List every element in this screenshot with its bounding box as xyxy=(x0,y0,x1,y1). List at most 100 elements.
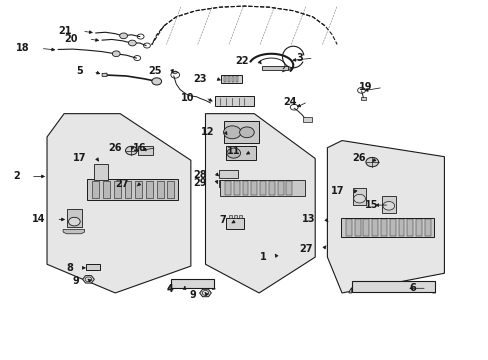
Text: 8: 8 xyxy=(66,263,73,273)
Bar xyxy=(221,75,241,83)
Circle shape xyxy=(68,217,80,226)
Bar xyxy=(171,279,214,288)
Bar xyxy=(268,181,274,195)
Bar xyxy=(415,220,421,236)
Text: 17: 17 xyxy=(330,186,344,197)
Text: 5: 5 xyxy=(76,66,82,76)
Text: 24: 24 xyxy=(283,97,297,107)
Circle shape xyxy=(239,127,254,138)
Text: 17: 17 xyxy=(72,153,86,163)
Bar xyxy=(407,220,412,236)
Polygon shape xyxy=(63,229,84,234)
Text: 19: 19 xyxy=(358,82,371,93)
Bar xyxy=(277,181,283,195)
Bar xyxy=(219,180,233,187)
Circle shape xyxy=(226,148,240,158)
Circle shape xyxy=(382,202,394,210)
Polygon shape xyxy=(102,73,107,76)
Circle shape xyxy=(112,51,120,57)
Text: 14: 14 xyxy=(32,215,45,224)
Bar xyxy=(224,76,226,82)
Polygon shape xyxy=(432,288,435,293)
Bar xyxy=(227,76,230,82)
Bar xyxy=(233,215,236,218)
Bar xyxy=(238,215,241,218)
Bar xyxy=(354,220,360,236)
Bar xyxy=(340,218,433,237)
Text: 9: 9 xyxy=(189,291,196,301)
Bar xyxy=(228,215,231,218)
Circle shape xyxy=(202,291,208,295)
Bar xyxy=(345,220,351,236)
Text: 26: 26 xyxy=(108,143,122,153)
Bar xyxy=(103,181,110,198)
Text: 15: 15 xyxy=(365,200,378,210)
Bar xyxy=(224,181,230,195)
Text: 13: 13 xyxy=(301,215,315,224)
Text: 16: 16 xyxy=(132,143,146,153)
Polygon shape xyxy=(205,114,315,293)
Bar xyxy=(380,220,386,236)
Text: 11: 11 xyxy=(226,146,240,156)
Bar xyxy=(286,181,292,195)
Bar xyxy=(242,181,248,195)
Bar xyxy=(146,181,153,198)
Bar xyxy=(87,179,177,200)
Bar xyxy=(398,220,404,236)
Text: 27: 27 xyxy=(299,244,312,254)
Text: 12: 12 xyxy=(201,127,214,136)
Polygon shape xyxy=(348,288,351,293)
Bar xyxy=(66,209,82,227)
Polygon shape xyxy=(47,114,190,293)
Text: 4: 4 xyxy=(167,284,173,294)
Text: 9: 9 xyxy=(73,276,80,286)
Polygon shape xyxy=(171,71,178,74)
Bar xyxy=(135,181,142,198)
Bar xyxy=(114,181,121,198)
Bar xyxy=(303,117,311,122)
Text: 6: 6 xyxy=(408,283,415,293)
Bar xyxy=(220,180,305,196)
Circle shape xyxy=(120,33,127,39)
Polygon shape xyxy=(89,181,114,184)
Bar xyxy=(360,97,366,100)
Bar xyxy=(225,146,256,160)
Bar xyxy=(233,181,239,195)
Bar xyxy=(260,181,265,195)
Text: 3: 3 xyxy=(296,53,303,63)
Polygon shape xyxy=(199,289,211,297)
Bar xyxy=(138,146,153,155)
Text: 23: 23 xyxy=(193,74,206,84)
Bar xyxy=(215,96,254,107)
Bar xyxy=(225,218,244,229)
Polygon shape xyxy=(327,140,444,293)
Text: 29: 29 xyxy=(193,178,206,188)
Polygon shape xyxy=(82,276,94,283)
Bar xyxy=(371,220,377,236)
Circle shape xyxy=(128,40,136,46)
Bar xyxy=(92,181,99,198)
Text: 10: 10 xyxy=(181,93,194,103)
Circle shape xyxy=(85,277,91,282)
Text: 25: 25 xyxy=(148,66,161,76)
Bar xyxy=(261,66,288,70)
Text: 26: 26 xyxy=(351,153,365,163)
Bar xyxy=(235,76,238,82)
Text: 18: 18 xyxy=(16,44,30,53)
Bar xyxy=(231,76,234,82)
Bar xyxy=(251,181,257,195)
Circle shape xyxy=(223,126,241,139)
Text: 21: 21 xyxy=(58,26,71,36)
Bar xyxy=(381,196,395,213)
Text: 1: 1 xyxy=(259,252,266,262)
Bar xyxy=(389,220,395,236)
Circle shape xyxy=(152,78,161,85)
Bar xyxy=(352,188,366,205)
Circle shape xyxy=(125,146,137,155)
Bar xyxy=(94,164,108,180)
Bar xyxy=(124,181,131,198)
Text: 20: 20 xyxy=(64,34,78,44)
Bar xyxy=(86,264,100,270)
Bar xyxy=(351,281,434,292)
Text: 27: 27 xyxy=(115,179,128,189)
